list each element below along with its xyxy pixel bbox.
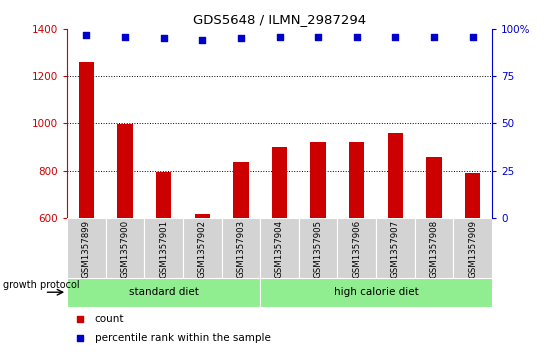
Bar xyxy=(183,218,221,278)
Bar xyxy=(465,173,480,218)
Point xyxy=(429,34,438,40)
Bar xyxy=(117,124,132,218)
Bar xyxy=(299,218,338,278)
Bar xyxy=(427,158,442,218)
Point xyxy=(468,34,477,40)
Point xyxy=(75,317,84,322)
Point xyxy=(159,36,168,41)
Text: GSM1357906: GSM1357906 xyxy=(352,220,361,278)
Bar xyxy=(156,172,172,218)
Text: standard diet: standard diet xyxy=(129,287,198,297)
Point xyxy=(352,34,361,40)
Bar xyxy=(221,218,260,278)
Text: GSM1357901: GSM1357901 xyxy=(159,220,168,278)
Point xyxy=(75,335,84,340)
Bar xyxy=(144,218,183,278)
Text: GSM1357900: GSM1357900 xyxy=(121,220,130,278)
Title: GDS5648 / ILMN_2987294: GDS5648 / ILMN_2987294 xyxy=(193,13,366,26)
Bar xyxy=(272,147,287,218)
Text: GSM1357903: GSM1357903 xyxy=(236,220,245,278)
Text: high calorie diet: high calorie diet xyxy=(334,287,419,297)
Bar xyxy=(376,218,415,278)
Bar xyxy=(260,278,492,307)
Bar xyxy=(233,162,249,218)
Text: GSM1357908: GSM1357908 xyxy=(429,220,438,278)
Bar xyxy=(387,133,403,218)
Point xyxy=(82,32,91,38)
Point xyxy=(314,34,323,40)
Point xyxy=(275,34,284,40)
Bar xyxy=(195,214,210,218)
Text: GSM1357902: GSM1357902 xyxy=(198,220,207,278)
Bar xyxy=(349,142,364,218)
Bar xyxy=(79,62,94,218)
Point xyxy=(198,37,207,43)
Point xyxy=(391,34,400,40)
Bar xyxy=(338,218,376,278)
Point xyxy=(121,34,130,40)
Text: GSM1357907: GSM1357907 xyxy=(391,220,400,278)
Text: GSM1357905: GSM1357905 xyxy=(314,220,323,278)
Point xyxy=(236,36,245,41)
Bar xyxy=(260,218,299,278)
Bar xyxy=(67,218,106,278)
Text: growth protocol: growth protocol xyxy=(3,280,79,290)
Text: GSM1357899: GSM1357899 xyxy=(82,220,91,278)
Bar xyxy=(67,278,260,307)
Bar xyxy=(415,218,453,278)
Bar xyxy=(453,218,492,278)
Text: GSM1357904: GSM1357904 xyxy=(275,220,284,278)
Bar xyxy=(310,142,326,218)
Text: GSM1357909: GSM1357909 xyxy=(468,220,477,278)
Text: count: count xyxy=(94,314,124,325)
Text: percentile rank within the sample: percentile rank within the sample xyxy=(94,333,271,343)
Bar xyxy=(106,218,144,278)
